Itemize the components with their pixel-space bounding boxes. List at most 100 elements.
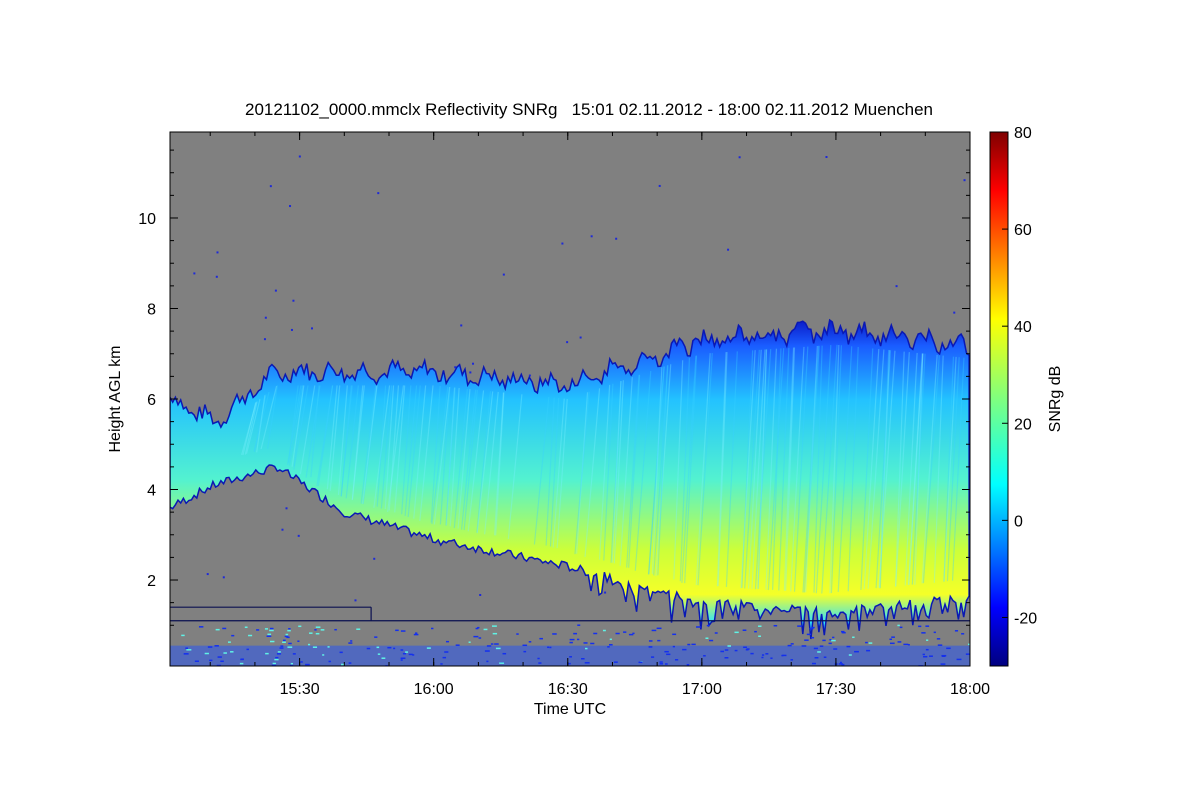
fall-streak (549, 398, 560, 547)
fall-streak (815, 345, 832, 594)
fall-streak (875, 350, 892, 589)
ground-clutter-speck (400, 659, 403, 661)
ground-clutter-speck (287, 646, 293, 648)
fall-streak (431, 386, 449, 525)
ground-clutter-speck (833, 648, 838, 650)
fall-streak (684, 355, 698, 584)
ground-clutter-speck (720, 650, 725, 653)
ground-clutter-speck (381, 657, 386, 659)
ground-clutter-speck (522, 644, 528, 647)
fall-streak (310, 385, 320, 478)
ground-clutter-speck (214, 645, 219, 647)
fall-streak (765, 348, 778, 590)
fall-streak (260, 385, 278, 450)
noise-speckle (579, 336, 582, 339)
fall-streak (725, 351, 738, 587)
ground-clutter-speck (395, 629, 399, 632)
ground-clutter-speck (240, 658, 244, 661)
ground-clutter-speck (691, 643, 696, 646)
ground-clutter-speck (664, 663, 668, 665)
ground-clutter-speck (866, 649, 871, 652)
fall-streak (767, 348, 785, 591)
ground-clutter-speck (734, 631, 739, 634)
ground-clutter-speck (444, 651, 449, 653)
fall-streak (394, 385, 406, 513)
ground-clutter-speck (814, 657, 819, 659)
ground-clutter-speck (286, 636, 290, 639)
ground-clutter-speck (672, 633, 677, 636)
ground-clutter-speck (276, 653, 282, 655)
ground-clutter-speck (516, 633, 519, 635)
fall-streak (744, 349, 760, 589)
ground-clutter-band (170, 645, 970, 666)
data-layer (170, 155, 970, 666)
ground-clutter-speck (632, 632, 635, 635)
ground-clutter-speck (269, 640, 275, 643)
ground-clutter-speck (897, 641, 902, 643)
ground-clutter-speck (400, 649, 404, 651)
fall-streak (802, 345, 820, 593)
ground-clutter-speck (327, 646, 330, 648)
y-tick-label: 4 (147, 483, 156, 500)
ground-clutter-speck (220, 660, 224, 663)
ground-clutter-speck (781, 654, 784, 657)
ground-clutter-speck (552, 633, 557, 635)
noise-speckle (215, 275, 218, 278)
ground-clutter-speck (356, 628, 361, 630)
ground-clutter-speck (672, 645, 675, 648)
fall-streak (895, 351, 905, 587)
fall-streak (476, 391, 494, 534)
fall-streak (317, 385, 334, 487)
fall-streak (933, 355, 944, 583)
ground-clutter-speck (502, 652, 507, 655)
x-tick-label: 16:30 (548, 681, 588, 698)
noise-speckle (590, 235, 593, 238)
ground-clutter-speck (315, 632, 320, 635)
ground-clutter-speck (925, 625, 930, 627)
colorbar-tick-label: 60 (1014, 222, 1032, 239)
colorbar-tick-label: 80 (1014, 125, 1032, 142)
ground-clutter-speck (300, 661, 303, 663)
ground-clutter-speck (727, 645, 731, 647)
ground-clutter-speck (264, 628, 269, 630)
ground-clutter-speck (216, 664, 222, 666)
fall-streak (911, 353, 926, 585)
ground-clutter-speck (573, 632, 578, 635)
ground-clutter-speck (923, 655, 928, 658)
ground-clutter-speck (315, 626, 321, 628)
fall-streak (256, 395, 266, 453)
ground-clutter-speck (734, 649, 738, 652)
fall-streak (790, 346, 805, 592)
ground-clutter-speck (387, 646, 392, 649)
ground-clutter-speck (289, 664, 294, 666)
noise-speckle (373, 557, 376, 560)
ground-clutter-speck (288, 627, 291, 630)
fall-streak (242, 402, 257, 456)
noise-speckle (269, 185, 272, 188)
ground-clutter-speck (239, 662, 244, 665)
fall-streak (345, 385, 359, 499)
noise-speckle (963, 179, 966, 182)
ground-clutter-speck (475, 627, 479, 630)
ground-clutter-speck (348, 662, 352, 664)
fall-streak (253, 391, 270, 452)
ground-clutter-speck (754, 630, 757, 633)
ground-clutter-speck (811, 636, 815, 639)
x-tick-label: 17:30 (816, 681, 856, 698)
ground-clutter-speck (954, 630, 959, 632)
ground-clutter-speck (442, 656, 447, 659)
noise-speckle (290, 328, 293, 331)
ground-clutter-speck (770, 657, 773, 659)
ground-clutter-speck (569, 638, 575, 641)
noise-speckle (281, 528, 284, 531)
ground-clutter-speck (393, 647, 396, 650)
fall-streak (803, 345, 820, 593)
ground-clutter-speck (539, 637, 543, 640)
ground-clutter-speck (231, 634, 235, 637)
y-axis-label: Height AGL km (107, 345, 124, 452)
ground-clutter-speck (811, 626, 815, 629)
noise-speckle (216, 251, 219, 254)
ground-clutter-speck (484, 650, 490, 652)
x-axis-label: Time UTC (534, 701, 606, 718)
ground-clutter-speck (832, 636, 835, 639)
